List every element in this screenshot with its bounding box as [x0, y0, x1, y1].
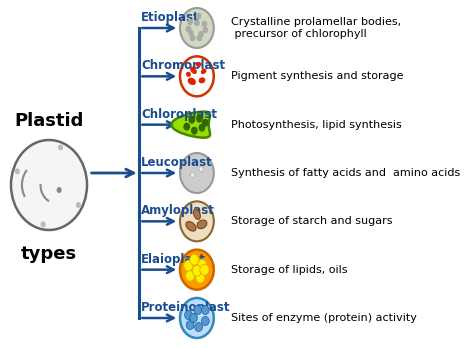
- Text: Plastid: Plastid: [14, 112, 84, 130]
- Text: Storage of lipids, oils: Storage of lipids, oils: [231, 265, 347, 275]
- Text: Sites of enzyme (protein) activity: Sites of enzyme (protein) activity: [231, 313, 417, 323]
- Polygon shape: [172, 112, 210, 138]
- Circle shape: [191, 173, 195, 177]
- Circle shape: [188, 19, 192, 24]
- Circle shape: [199, 124, 205, 132]
- Text: Pigment synthesis and storage: Pigment synthesis and storage: [231, 71, 403, 81]
- Circle shape: [185, 270, 195, 281]
- Ellipse shape: [186, 72, 191, 77]
- Circle shape: [180, 8, 214, 48]
- Ellipse shape: [193, 209, 201, 219]
- Text: Crystalline prolamellar bodies,
 precursor of chlorophyll: Crystalline prolamellar bodies, precurso…: [231, 17, 401, 39]
- Circle shape: [180, 56, 214, 96]
- Text: Chloroplast: Chloroplast: [141, 108, 217, 121]
- Circle shape: [180, 298, 214, 338]
- Ellipse shape: [190, 66, 197, 74]
- Text: Amyloplast: Amyloplast: [141, 204, 215, 218]
- Circle shape: [194, 306, 201, 315]
- Circle shape: [11, 140, 87, 230]
- Circle shape: [196, 272, 205, 283]
- Circle shape: [189, 116, 195, 124]
- Circle shape: [189, 31, 193, 35]
- Circle shape: [15, 168, 20, 174]
- Circle shape: [186, 321, 194, 330]
- Circle shape: [203, 27, 208, 32]
- Ellipse shape: [188, 78, 196, 85]
- Text: Elaioplast: Elaioplast: [141, 253, 206, 266]
- Circle shape: [56, 187, 62, 193]
- Circle shape: [195, 323, 202, 332]
- Circle shape: [58, 144, 63, 150]
- Circle shape: [199, 166, 203, 172]
- Ellipse shape: [199, 77, 205, 84]
- Text: Photosynthesis, lipid synthesis: Photosynthesis, lipid synthesis: [231, 120, 401, 130]
- Text: Storage of starch and sugars: Storage of starch and sugars: [231, 216, 392, 226]
- Circle shape: [196, 14, 201, 18]
- Ellipse shape: [196, 62, 201, 67]
- Text: Proteinoplast: Proteinoplast: [141, 301, 231, 314]
- Circle shape: [191, 127, 198, 135]
- Circle shape: [196, 115, 203, 122]
- Circle shape: [180, 250, 214, 290]
- Circle shape: [41, 221, 46, 227]
- Circle shape: [192, 265, 201, 276]
- Circle shape: [197, 259, 207, 270]
- Circle shape: [184, 260, 193, 271]
- Circle shape: [185, 310, 192, 319]
- Circle shape: [200, 264, 209, 275]
- Circle shape: [190, 254, 199, 265]
- Ellipse shape: [201, 69, 206, 74]
- Text: Etioplast: Etioplast: [141, 11, 200, 24]
- Circle shape: [191, 35, 195, 40]
- Text: Chromoplast: Chromoplast: [141, 59, 225, 72]
- Circle shape: [183, 122, 190, 130]
- Circle shape: [190, 314, 197, 323]
- Circle shape: [180, 153, 214, 193]
- Ellipse shape: [197, 220, 207, 229]
- Circle shape: [202, 119, 209, 127]
- Text: types: types: [21, 245, 77, 263]
- Circle shape: [201, 316, 209, 325]
- Circle shape: [180, 201, 214, 241]
- Circle shape: [197, 35, 201, 40]
- Circle shape: [199, 32, 203, 37]
- Ellipse shape: [186, 222, 196, 231]
- Circle shape: [202, 22, 207, 26]
- Circle shape: [195, 21, 199, 25]
- Circle shape: [76, 202, 81, 208]
- Circle shape: [186, 26, 191, 32]
- Text: Synthesis of fatty acids and  amino acids: Synthesis of fatty acids and amino acids: [231, 168, 460, 178]
- Circle shape: [201, 306, 209, 315]
- Text: Leucoplast: Leucoplast: [141, 156, 213, 169]
